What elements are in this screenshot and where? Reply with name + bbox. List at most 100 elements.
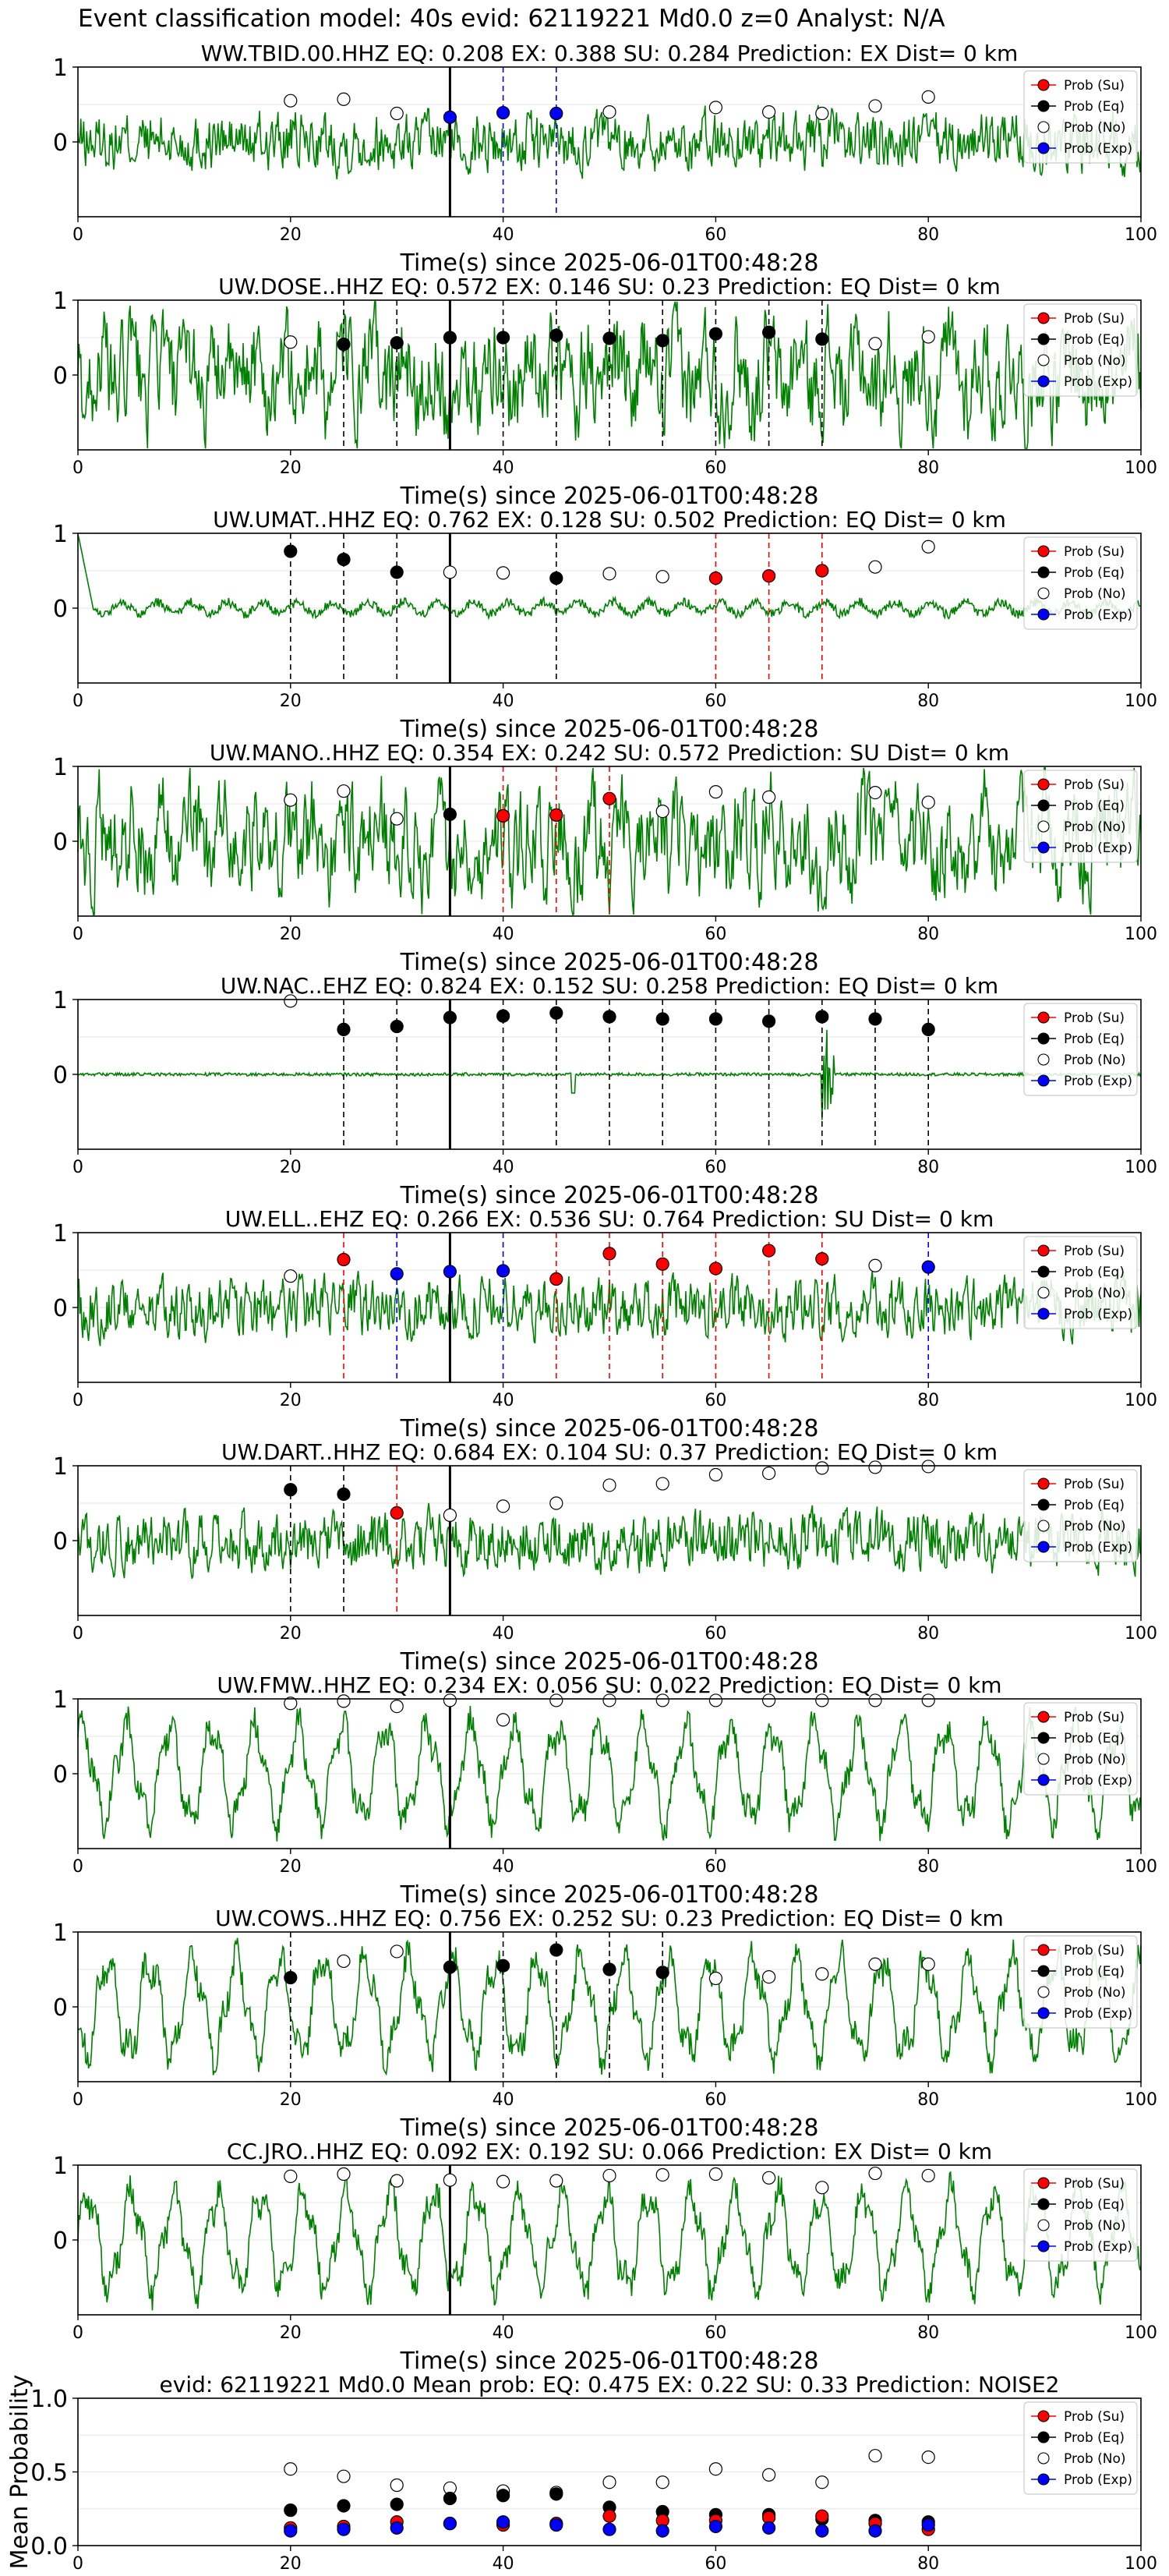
x-axis-label: Time(s) since 2025-06-01T00:48:28 [400,949,819,976]
prob-point-su [761,1244,776,1258]
prob-point-no [761,2468,776,2482]
panel-title: UW.UMAT..HHZ EQ: 0.762 EX: 0.128 SU: 0.5… [213,507,1006,533]
prob-point-no [868,337,882,351]
y-tick-label: 0 [53,1062,68,1089]
x-tick-label: 60 [705,1857,726,1877]
x-tick-label: 20 [280,1158,302,1177]
legend-marker-su [1037,778,1050,791]
prob-point-no [549,2174,563,2188]
legend-marker-eq [1037,1732,1050,1744]
legend-marker-no [1037,587,1050,600]
prob-point-no [921,90,935,104]
legend-label: Prob (No) [1064,1053,1126,1068]
legend-label: Prob (Eq) [1064,2197,1125,2213]
prob-point-eq [337,2499,351,2513]
prob-point-eq [443,1010,457,1024]
legend-box [1023,2401,1138,2495]
panel-title: CC.JRO..HHZ EQ: 0.092 EX: 0.192 SU: 0.06… [227,2139,992,2164]
waveform-line [77,767,1142,916]
prob-point-exp [443,1265,457,1279]
prob-point-eq [496,331,510,345]
prob-point-eq [602,1962,616,1976]
prob-point-eq [284,1483,298,1497]
prob-point-no [815,2475,829,2489]
prob-point-su [761,569,776,583]
legend-marker-no [1037,121,1050,133]
x-tick-label: 20 [280,2323,302,2343]
prob-point-exp [284,2524,298,2538]
legend-label: Prob (No) [1064,120,1126,136]
legend: Prob (Su) Prob (Eq) Prob (No) Prob (Exp) [1023,536,1138,630]
y-tick-label: 0 [53,596,68,623]
prob-point-no [815,2181,829,2195]
prob-point-no [655,570,669,584]
legend-marker-eq [1037,1032,1050,1045]
y-tick-label: 0 [53,829,68,856]
prob-point-exp [390,1267,404,1281]
x-tick-label: 40 [493,458,514,478]
prob-point-no [655,804,669,819]
legend-label: Prob (Exp) [1064,1773,1132,1789]
legend-box [1023,1236,1138,1329]
legend-marker-eq [1037,566,1050,579]
legend-label: Prob (Eq) [1064,2430,1125,2446]
legend-label: Prob (No) [1064,1985,1126,2001]
prob-point-no [708,2167,723,2181]
prob-point-eq [496,1959,510,1973]
x-tick-label: 80 [917,692,939,711]
prob-point-no [761,1466,776,1481]
y-tick-label: 1 [53,55,68,82]
legend-marker-eq [1037,1965,1050,1977]
chart-panel-4: 0 20 40 60 80 100 1 0 UW.MANO..HHZ EQ: 0.354 EX:… [53,740,1157,976]
prob-point-no [655,2167,669,2182]
y-tick-label: 1 [53,987,68,1014]
legend-marker-exp [1037,2007,1050,2019]
x-tick-label: 20 [280,2090,302,2110]
y-tick-label: 0 [53,1994,68,2022]
prob-point-eq [337,552,351,567]
prob-point-su [549,808,563,823]
x-tick-label: 80 [917,1158,939,1177]
waveform-trace [77,2171,1142,2311]
prob-point-no [390,1944,404,1959]
prob-point-no [284,994,298,1008]
legend-label: Prob (Su) [1064,1010,1125,1026]
prob-point-exp [443,110,457,124]
waveform-line [77,534,1142,621]
legend-label: Prob (Eq) [1064,565,1125,581]
legend-marker-exp [1037,1074,1050,1087]
legend-marker-exp [1037,142,1050,154]
y-tick-label: 1 [53,288,68,315]
prob-point-eq [549,1943,563,1957]
legend-marker-no [1037,1053,1050,1066]
x-tick-label: 40 [493,1391,514,1410]
prob-point-no [868,785,882,800]
legend-marker-su [1037,1477,1050,1490]
prob-point-no [284,2462,298,2476]
prob-point-no [708,1971,723,1986]
waveform-line [77,301,1142,449]
prob-point-no [549,1693,563,1707]
chart-panel-9: 0 20 40 60 80 100 1 0 UW.COWS..HHZ EQ: 0.756 EX:… [53,1905,1157,2142]
legend-label: Prob (Eq) [1064,1265,1125,1280]
x-tick-label: 80 [917,1857,939,1877]
legend-label: Prob (Su) [1064,777,1125,793]
prob-point-eq [655,1012,669,1026]
legend-label: Prob (Exp) [1064,2472,1132,2488]
x-tick-label: 20 [280,925,302,944]
prob-point-no [921,1693,935,1707]
legend-marker-exp [1037,608,1050,621]
legend-marker-eq [1037,333,1050,345]
x-tick-label: 20 [280,1857,302,1877]
legend-marker-su [1037,1244,1050,1257]
x-tick-label: 40 [493,2554,514,2573]
chart-panel-5: 0 20 40 60 80 100 1 0 UW.NAC..EHZ EQ: 0.824 EX: … [53,973,1157,1209]
waveform-trace [77,767,1142,916]
legend-marker-exp [1037,375,1050,387]
x-axis-label: Time(s) since 2025-06-01T00:48:28 [400,1881,819,1909]
legend-label: Prob (No) [1064,819,1126,835]
x-tick-label: 60 [705,1391,726,1410]
y-tick-label: 1.0 [30,2386,68,2413]
legend-marker-su [1037,312,1050,324]
prob-point-no [708,101,723,115]
